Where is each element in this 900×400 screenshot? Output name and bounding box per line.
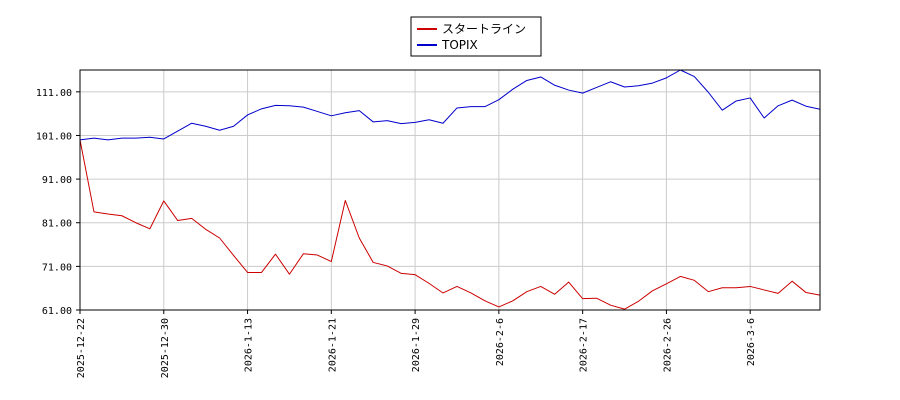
x-tick-label: 2026-1-29 — [411, 318, 422, 372]
series-line-1 — [79, 69, 821, 141]
x-tick-label: 2026-1-21 — [327, 318, 338, 372]
x-tick-label: 2025-12-22 — [76, 318, 87, 378]
x-tick-label: 2026-2-17 — [579, 318, 590, 372]
series-layer — [79, 69, 821, 310]
x-tick-label: 2026-2-26 — [662, 318, 673, 372]
x-tick-label: 2026-2-6 — [495, 318, 506, 366]
x-tick-label: 2026-1-13 — [244, 318, 255, 372]
y-tick-label: 91.00 — [42, 175, 72, 186]
legend-label-1: TOPIX — [441, 38, 478, 52]
x-tick-label: 2025-12-30 — [160, 318, 171, 378]
legend: スタートライン TOPIX — [410, 16, 542, 57]
y-tick-label: 81.00 — [42, 219, 72, 230]
axis-layer: 61.00 71.00 81.00 91.00 101.00 111.00 2025-12-… — [36, 88, 757, 378]
series-line-0 — [79, 139, 821, 310]
plot-frame — [79, 69, 821, 311]
y-tick-label: 111.00 — [36, 88, 72, 99]
y-tick-label: 61.00 — [42, 306, 72, 317]
grid-layer — [79, 70, 820, 311]
legend-box — [410, 16, 542, 57]
y-tick-label: 71.00 — [42, 262, 72, 273]
legend-label-0: スタートライン — [442, 22, 526, 36]
x-tick-label: 2026-3-6 — [746, 318, 757, 366]
y-tick-label: 101.00 — [36, 131, 72, 142]
